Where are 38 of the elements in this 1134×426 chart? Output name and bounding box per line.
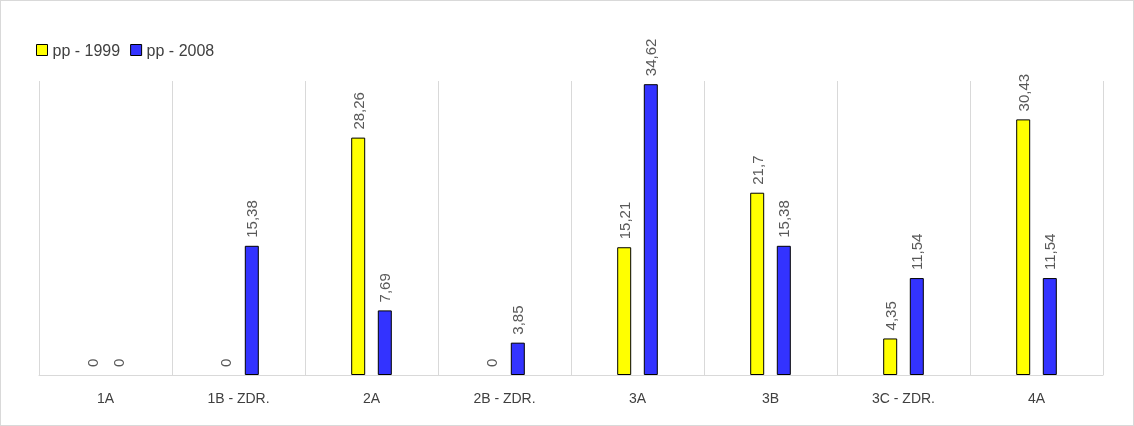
x-tick-label: 3B <box>761 390 780 406</box>
bar <box>617 247 632 375</box>
data-label: 3,85 <box>509 305 527 335</box>
x-tick-label: 2A <box>362 390 381 406</box>
data-label: 34,62 <box>642 38 660 77</box>
bar <box>351 137 366 375</box>
data-label: 21,7 <box>748 155 766 185</box>
legend-label: pp - 1999 <box>52 41 121 59</box>
data-label: 0 <box>110 358 128 367</box>
data-label: 15,38 <box>775 200 793 238</box>
data-label: 0 <box>482 358 500 367</box>
bar <box>510 342 525 375</box>
bar <box>377 310 392 375</box>
x-tick-label: 3A <box>628 390 647 406</box>
legend-label: pp - 2008 <box>146 41 215 59</box>
x-tick-label: 4A <box>1027 390 1046 406</box>
data-label: 0 <box>83 358 101 367</box>
bar <box>244 245 259 375</box>
bar <box>883 338 898 375</box>
data-label: 28,26 <box>349 92 367 130</box>
data-label: 30,43 <box>1014 73 1032 112</box>
bar <box>1042 278 1057 375</box>
x-tick-label: 3C - ZDR. <box>872 390 935 406</box>
data-label: 7,69 <box>376 273 394 303</box>
bar <box>909 278 924 375</box>
data-label: 15,21 <box>615 201 633 240</box>
x-tick-label: 1B - ZDR. <box>207 390 270 406</box>
data-label: 11,54 <box>908 233 926 271</box>
data-label: 11,54 <box>1041 233 1059 271</box>
data-label: 4,35 <box>881 301 899 331</box>
bar <box>750 192 765 375</box>
x-tick-label: 1A <box>96 390 115 406</box>
bar <box>1016 119 1031 375</box>
bar <box>776 245 791 375</box>
x-tick-label: 2B - ZDR. <box>473 390 536 406</box>
data-label: 15,38 <box>243 200 261 238</box>
bar <box>643 84 658 375</box>
data-label: 0 <box>216 358 234 367</box>
